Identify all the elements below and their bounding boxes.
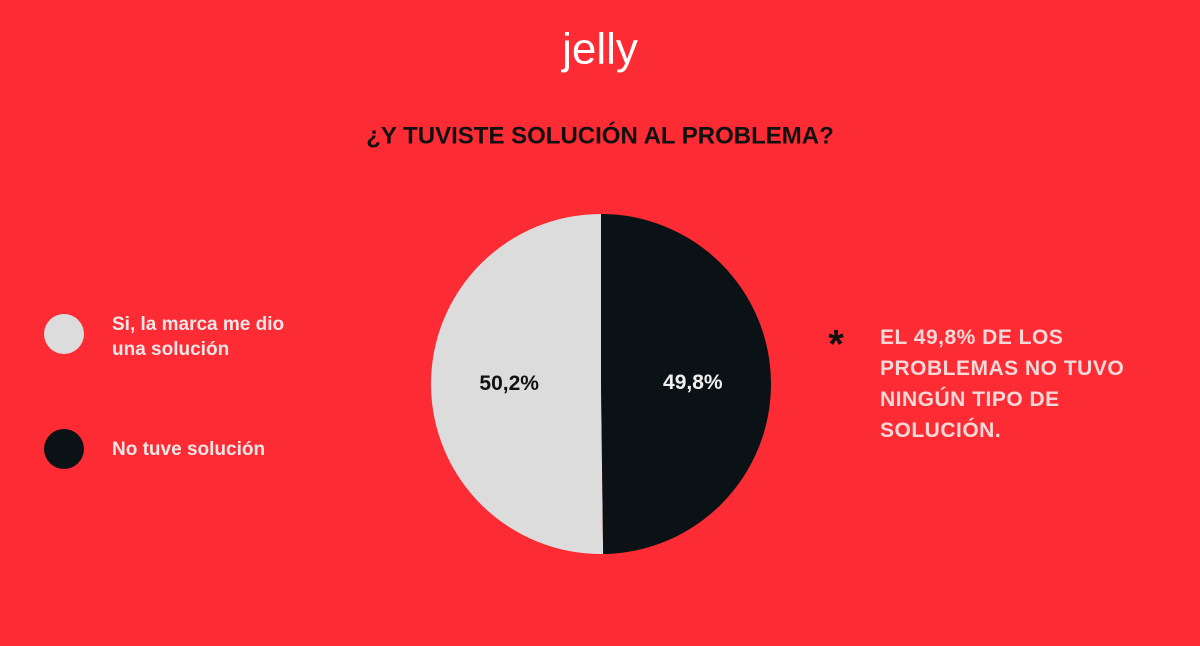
pie: 50,2% 49,8% — [431, 214, 772, 554]
pie-slice — [601, 214, 772, 554]
legend-swatch — [44, 429, 84, 469]
legend-swatch — [44, 314, 84, 354]
pie-slice — [431, 214, 604, 554]
legend-label: Si, la marca me dio una solución — [112, 314, 285, 360]
value-label: 50,2% — [479, 372, 539, 395]
legend — [44, 314, 84, 469]
chart-title: ¿Y TUVISTE SOLUCIÓN AL PROBLEMA? — [366, 121, 834, 149]
annotation: EL 49,8% DE LOS PROBLEMAS NO TUVO NINGÚN… — [880, 326, 1125, 442]
legend-label: No tuve solución — [112, 439, 266, 460]
annotation-mark: * — [828, 323, 844, 367]
logo: jelly — [560, 25, 638, 74]
value-label: 49,8% — [663, 371, 723, 394]
